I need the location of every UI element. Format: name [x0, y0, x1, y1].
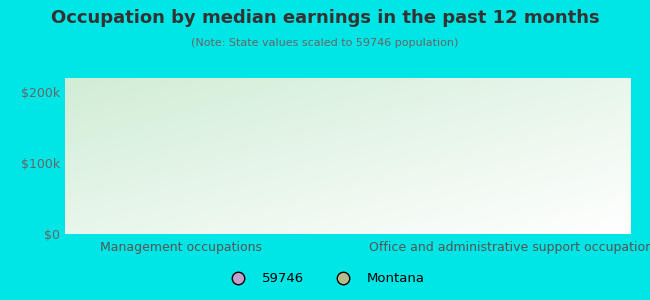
Bar: [456, 220, 514, 234]
Bar: [124, 135, 181, 234]
Text: City-Data.com: City-Data.com: [534, 94, 614, 103]
Bar: [514, 188, 572, 234]
Text: (Note: State values scaled to 59746 population): (Note: State values scaled to 59746 popu…: [191, 38, 459, 47]
Bar: [181, 158, 240, 234]
Text: Occupation by median earnings in the past 12 months: Occupation by median earnings in the pas…: [51, 9, 599, 27]
Legend: 59746, Montana: 59746, Montana: [220, 267, 430, 290]
